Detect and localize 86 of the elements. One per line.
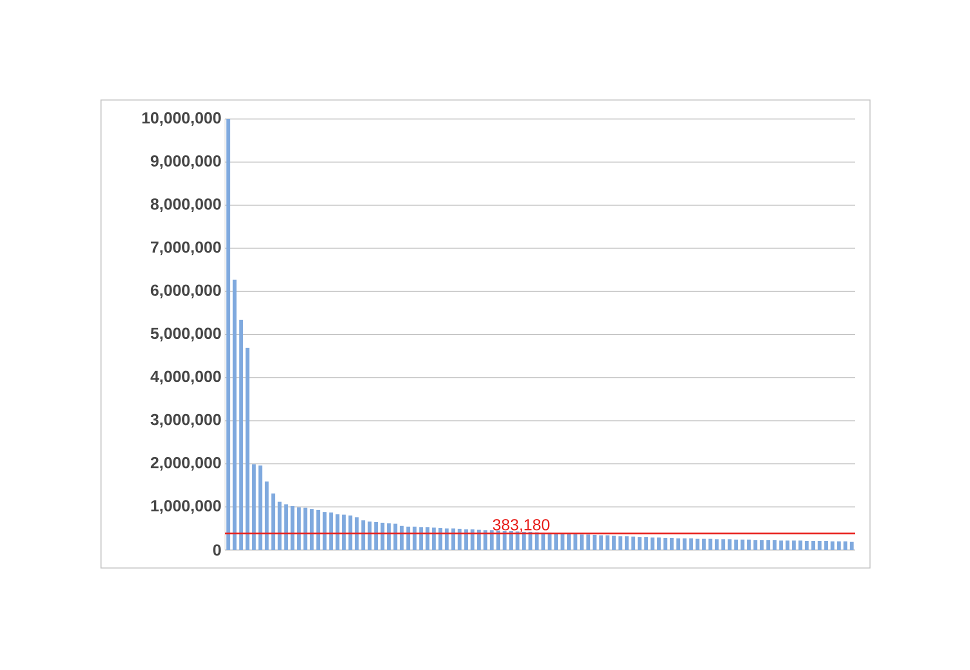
bar [393,524,398,550]
bar [644,537,648,550]
bar [670,538,674,550]
y-tick-label: 3,000,000 [150,414,221,428]
bar [798,540,802,550]
bar [329,512,333,550]
bar [303,508,308,550]
bar [458,528,462,550]
bar [631,536,636,550]
bar [477,530,481,550]
bar [728,539,732,550]
bar [284,504,288,550]
bar [624,536,629,550]
y-tick-label: 8,000,000 [150,198,221,212]
bar [419,527,423,550]
y-tick-label: 1,000,000 [151,500,221,514]
y-tick-label: 4,000,000 [150,370,221,384]
bar [290,506,294,550]
bar [387,523,391,550]
bar [766,540,770,550]
bar [786,540,790,550]
bar [232,280,237,550]
bar [818,540,822,550]
bar [663,538,668,550]
y-tick-label: 5,000,000 [150,328,221,342]
bar [850,542,854,550]
y-tick-label: 6,000,000 [150,284,221,298]
bar [432,528,436,550]
bar [278,502,282,550]
bar [297,507,301,550]
bar [714,539,719,550]
y-tick-label: 2,000,000 [150,456,221,471]
bar [792,540,796,550]
bar [368,522,372,550]
bar [592,534,597,550]
bar [322,512,327,550]
bar [580,534,584,550]
bar [638,537,642,550]
bar [554,533,558,550]
bar [702,538,706,550]
bar [412,526,417,550]
bar [760,540,764,550]
bar [708,538,712,550]
bar [837,541,841,550]
bar [753,540,758,550]
bar [252,464,256,550]
bar [824,540,828,550]
bar [342,514,346,550]
ref-line-label: 383,180 [492,519,550,532]
bar [606,535,610,550]
bar [560,534,564,550]
bar [830,541,834,550]
bar [612,536,616,550]
bar [740,540,744,550]
y-tick-label: 10,000,000 [142,112,221,126]
bar [380,522,384,550]
bar [650,538,654,550]
bar [348,516,352,550]
bar [811,540,816,550]
bar [772,540,777,550]
bar [618,536,622,550]
bar [464,529,468,550]
bar [804,540,809,550]
bar [573,534,578,550]
bar [246,348,250,550]
bar [676,538,680,550]
bar [258,466,262,550]
bar [689,538,693,550]
bar [586,534,590,550]
bar [599,535,603,550]
bar [843,541,848,550]
bar [747,540,751,550]
bar [374,522,378,550]
bar [696,538,700,550]
bar [734,540,738,550]
bar [239,320,243,550]
bar [657,538,661,550]
bar [567,534,571,550]
bar [336,514,340,550]
bar [483,530,488,550]
bar [779,540,783,550]
bar [721,539,726,550]
bar [682,538,687,550]
y-tick-label: 0 [213,544,221,556]
y-tick-label: 7,000,000 [150,241,221,256]
y-tick-label: 9,000,000 [150,155,221,169]
